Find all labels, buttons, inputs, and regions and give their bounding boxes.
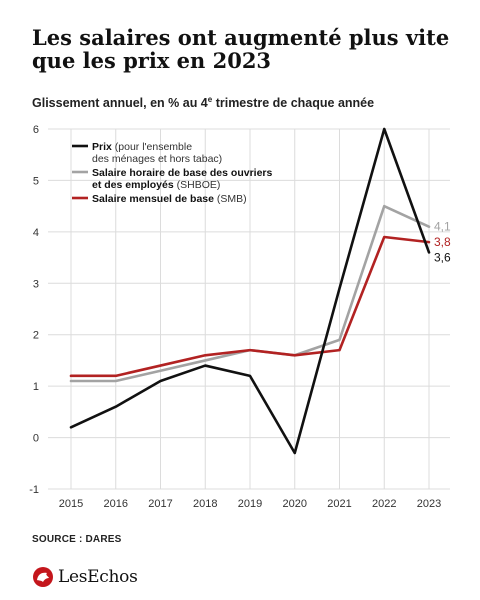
y-tick-label: 2 xyxy=(33,330,39,342)
subtitle-rest: trimestre de chaque année xyxy=(212,96,375,111)
legend-label-shboe: Salaire horaire de base des ouvriers xyxy=(92,167,273,179)
x-tick-label: 2021 xyxy=(327,498,351,510)
legend-label-smb: Salaire mensuel de base (SMB) xyxy=(92,193,247,205)
legend-shboe-line2: et des employés xyxy=(92,179,174,191)
legend-label-prix: Prix (pour l'ensemble xyxy=(92,141,192,153)
legend-smb-name: Salaire mensuel de base xyxy=(92,193,214,205)
legend-prix-name: Prix xyxy=(92,141,112,153)
series-end-labels: 3,6 4,13,8 xyxy=(434,220,451,265)
y-tick-label: 6 xyxy=(33,124,39,136)
y-tick-label: 1 xyxy=(33,381,39,393)
y-axis-ticks: -1 0 1 2 3 4 5 6 xyxy=(29,124,39,496)
x-tick-label: 2022 xyxy=(372,498,396,510)
x-axis-ticks: 2015 2016 2017 2018 2019 2020 2021 2022 2023 xyxy=(59,498,441,510)
logo-wordmark: LesEchos xyxy=(58,567,138,587)
series-lines xyxy=(69,127,431,455)
series-line xyxy=(69,235,431,378)
x-tick-label: 2020 xyxy=(283,498,307,510)
end-value-label: 3,6 xyxy=(434,250,451,264)
legend-prix-note: (pour l'ensemble xyxy=(112,141,192,153)
end-value-label: 3,8 xyxy=(434,235,451,249)
chart-legend: Prix (pour l'ensemble des ménages et hor… xyxy=(72,141,273,205)
source-note: SOURCE : DARES xyxy=(32,534,122,545)
y-tick-label: 3 xyxy=(33,278,39,290)
x-tick-label: 2018 xyxy=(193,498,217,510)
y-tick-label: 4 xyxy=(33,227,39,239)
subtitle-superscript: e xyxy=(207,95,213,104)
end-value-label: 4,1 xyxy=(434,220,451,234)
x-tick-label: 2017 xyxy=(148,498,172,510)
x-tick-label: 2019 xyxy=(238,498,262,510)
series-line xyxy=(69,127,431,455)
chart-grid xyxy=(48,128,450,490)
y-tick-label: 5 xyxy=(33,175,39,187)
legend-smb-note: (SMB) xyxy=(214,193,247,205)
chart-subtitle: Glissement annuel, en % au 4e trimestre … xyxy=(32,95,374,110)
legend-label-shboe-line2: et des employés (SHBOE) xyxy=(92,179,220,191)
legend-label-prix-line2: des ménages et hors tabac) xyxy=(92,153,222,165)
x-tick-label: 2015 xyxy=(59,498,83,510)
chart-title: Les salaires ont augmenté plus vite que … xyxy=(32,25,450,73)
y-tick-label: 0 xyxy=(33,433,39,445)
y-tick-label: -1 xyxy=(29,484,39,496)
legend-shboe-note: (SHBOE) xyxy=(174,179,221,191)
lion-icon xyxy=(33,567,53,587)
x-tick-label: 2023 xyxy=(417,498,441,510)
x-tick-label: 2016 xyxy=(104,498,128,510)
les-echos-logo: LesEchos xyxy=(32,566,138,588)
subtitle-main: Glissement annuel, en % au 4 xyxy=(32,96,208,111)
